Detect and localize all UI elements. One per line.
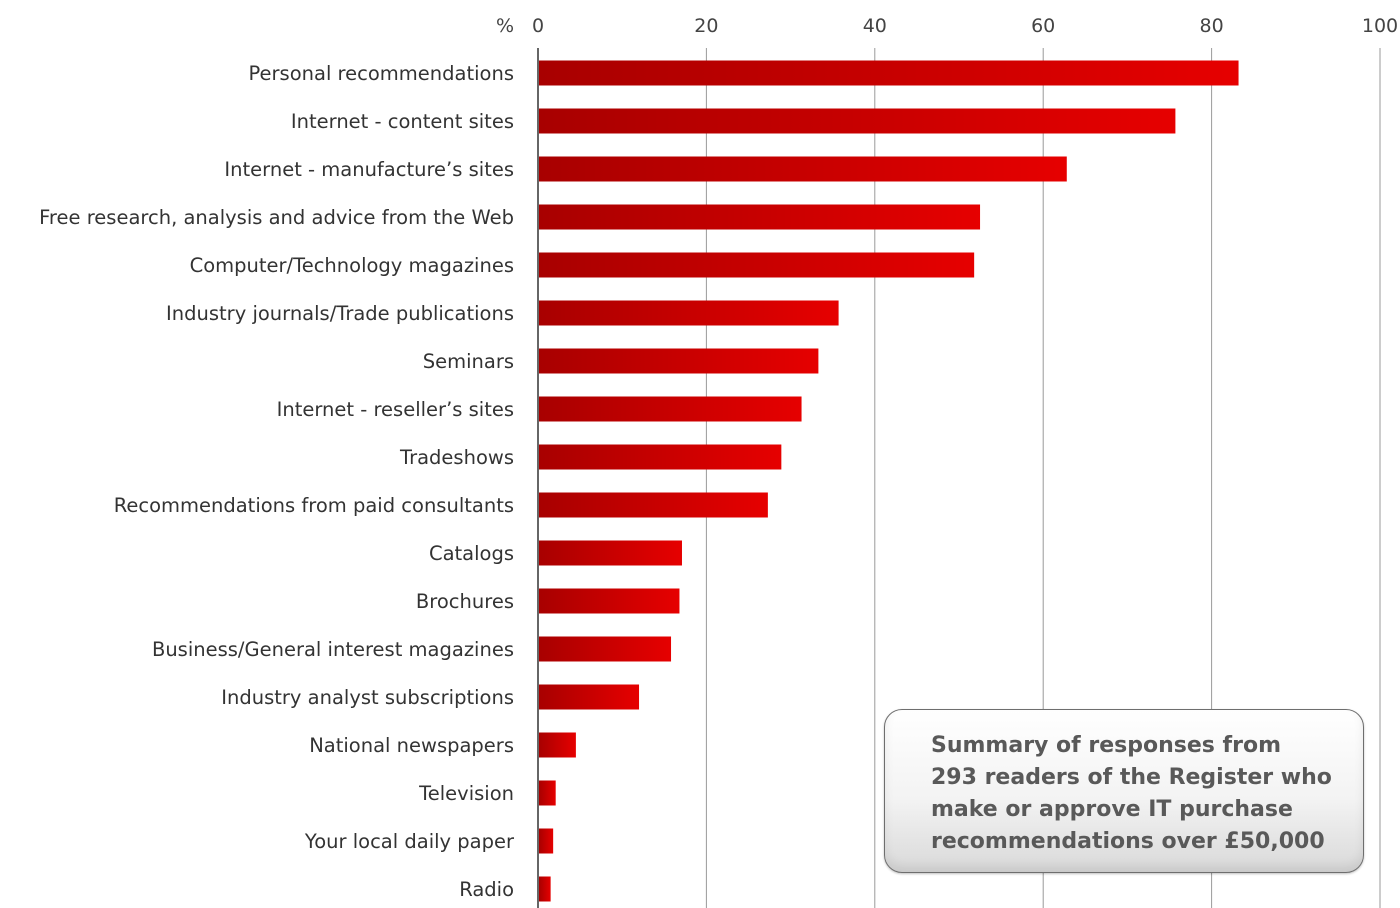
- bar-3: [539, 204, 981, 230]
- bar-14: [539, 732, 576, 758]
- category-label-9: Recommendations from paid consultants: [114, 494, 514, 517]
- bar-0: [539, 60, 1239, 86]
- category-label-12: Business/General interest magazines: [152, 638, 514, 661]
- bar-8: [539, 444, 782, 470]
- annotation-text: Summary of responses from 293 readers of…: [931, 733, 1332, 854]
- category-label-15: Television: [418, 782, 514, 805]
- bar-7: [539, 396, 802, 422]
- bar-10: [539, 540, 682, 566]
- bar-1: [539, 108, 1176, 134]
- annotation-box: Summary of responses from 293 readers of…: [884, 709, 1364, 873]
- category-label-2: Internet - manufacture’s sites: [224, 158, 514, 181]
- category-label-17: Radio: [459, 878, 514, 901]
- category-label-13: Industry analyst subscriptions: [221, 686, 514, 709]
- bar-9: [539, 492, 768, 518]
- category-label-11: Brochures: [416, 590, 514, 613]
- bars: [539, 60, 1239, 902]
- category-label-6: Seminars: [423, 350, 514, 373]
- bar-16: [539, 828, 554, 854]
- category-label-8: Tradeshows: [399, 446, 514, 469]
- category-label-5: Industry journals/Trade publications: [166, 302, 514, 325]
- bar-4: [539, 252, 975, 278]
- bar-12: [539, 636, 672, 662]
- bar-2: [539, 156, 1067, 182]
- category-label-16: Your local daily paper: [304, 830, 515, 853]
- bar-17: [539, 876, 551, 902]
- category-label-4: Computer/Technology magazines: [190, 254, 514, 277]
- category-labels: Personal recommendations Internet - conte…: [39, 62, 515, 901]
- category-label-14: National newspapers: [309, 734, 514, 757]
- bar-13: [539, 684, 640, 710]
- x-tick-label-0: 0: [532, 15, 544, 37]
- category-label-1: Internet - content sites: [291, 110, 514, 133]
- category-label-7: Internet - reseller’s sites: [277, 398, 514, 421]
- unit-label: %: [496, 15, 514, 37]
- category-label-0: Personal recommendations: [248, 62, 514, 85]
- x-tick-labels: 0 20 40 60 80 100: [532, 15, 1398, 37]
- bar-11: [539, 588, 680, 614]
- x-tick-label-1: 20: [694, 15, 718, 37]
- bar-15: [539, 780, 556, 806]
- x-tick-label-3: 60: [1031, 15, 1055, 37]
- bar-5: [539, 300, 839, 326]
- category-label-3: Free research, analysis and advice from …: [39, 206, 514, 229]
- bar-6: [539, 348, 819, 374]
- x-tick-label-5: 100: [1362, 15, 1398, 37]
- category-label-10: Catalogs: [429, 542, 514, 565]
- x-tick-label-2: 40: [863, 15, 887, 37]
- x-tick-label-4: 80: [1200, 15, 1224, 37]
